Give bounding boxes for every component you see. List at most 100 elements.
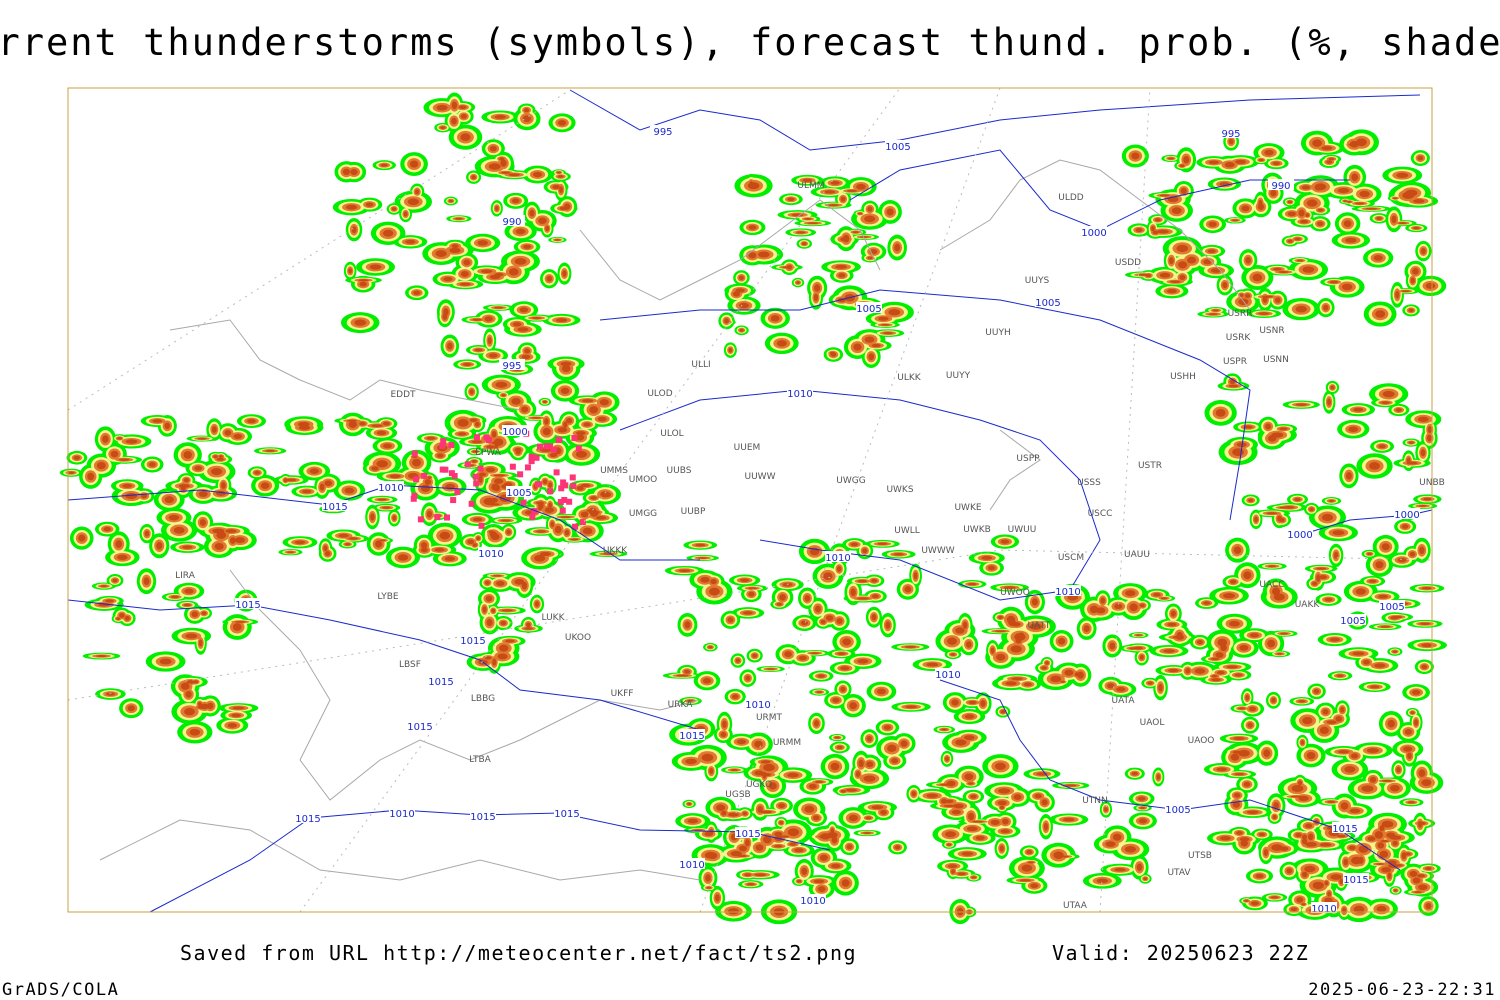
prob-very-high: [369, 264, 382, 270]
prob-very-high: [1000, 709, 1006, 714]
prob-very-high: [552, 184, 560, 189]
prob-very-high: [1301, 903, 1306, 906]
prob-very-high: [703, 677, 712, 684]
prob-very-high: [1298, 700, 1306, 703]
prob-very-high: [946, 843, 952, 846]
thunderstorm-symbol: [468, 500, 475, 507]
station-label: UUYS: [1025, 276, 1050, 286]
prob-very-high: [1274, 297, 1281, 303]
prob-very-high: [967, 782, 974, 785]
prob-very-high: [685, 758, 697, 765]
prob-very-high: [557, 175, 564, 178]
prob-very-high: [185, 633, 198, 639]
prob-very-high: [715, 894, 720, 902]
station-label: EPWA: [475, 448, 502, 458]
prob-very-high: [1208, 160, 1220, 165]
prob-very-high: [745, 675, 751, 681]
prob-very-high: [544, 507, 555, 513]
prob-very-high: [1329, 280, 1339, 284]
prob-very-high: [1114, 867, 1126, 872]
prob-very-high: [708, 587, 720, 596]
prob-very-high: [1343, 220, 1352, 228]
prob-very-high: [1375, 561, 1384, 569]
prob-very-high: [478, 472, 487, 477]
prob-very-high: [230, 537, 236, 544]
station-label: UTAA: [1063, 901, 1088, 911]
prob-very-high: [836, 566, 842, 572]
prob-very-high: [359, 281, 367, 287]
prob-very-high: [1245, 694, 1250, 701]
prob-very-high: [801, 867, 808, 876]
prob-very-high: [471, 440, 483, 444]
prob-very-high: [774, 844, 783, 848]
prob-very-high: [575, 431, 586, 436]
thunderstorm-symbol: [559, 507, 566, 514]
prob-very-high: [762, 771, 767, 779]
prob-very-high: [1330, 385, 1335, 390]
prob-very-high: [1421, 664, 1428, 669]
prob-very-high: [499, 157, 505, 161]
thunderstorm-symbol: [517, 471, 524, 478]
station-label: UACC: [1259, 580, 1284, 590]
prob-very-high: [451, 101, 458, 110]
prob-very-high: [1425, 903, 1432, 909]
thunderstorm-symbol: [571, 434, 578, 441]
station-label: UWKB: [963, 525, 991, 535]
station-label: USHH: [1170, 372, 1196, 382]
prob-very-high: [846, 844, 853, 850]
prob-very-high: [708, 645, 713, 649]
prob-very-high: [941, 728, 948, 731]
prob-very-high: [382, 229, 394, 237]
prob-very-high: [1376, 216, 1382, 220]
prob-very-high: [376, 430, 387, 435]
prob-very-high: [1279, 846, 1289, 851]
prob-very-high: [100, 585, 108, 588]
prob-very-high: [1223, 593, 1235, 599]
prob-very-high: [370, 513, 375, 521]
thunderstorm-symbol: [443, 514, 450, 521]
prob-very-high: [1356, 138, 1367, 147]
isobar-label: 1015: [428, 677, 453, 688]
prob-very-high: [1176, 244, 1189, 253]
prob-very-high: [1196, 639, 1203, 645]
prob-very-high: [546, 275, 553, 282]
prob-very-high: [1011, 677, 1024, 681]
prob-very-high: [856, 183, 866, 190]
prob-very-high: [1262, 296, 1268, 303]
prob-very-high: [820, 619, 826, 624]
prob-very-high: [247, 419, 256, 424]
prob-very-high: [891, 758, 899, 764]
prob-very-high: [1305, 823, 1313, 829]
prob-very-high: [1125, 590, 1136, 597]
prob-very-high: [469, 418, 478, 422]
prob-very-high: [998, 788, 1011, 794]
prob-very-high: [823, 572, 833, 581]
prob-very-high: [1251, 901, 1259, 906]
prob-very-high: [1159, 272, 1171, 278]
prob-very-high: [968, 700, 977, 705]
prob-very-high: [730, 768, 739, 771]
prob-very-high: [197, 437, 207, 440]
prob-very-high: [232, 623, 242, 631]
prob-very-high: [500, 159, 507, 167]
thunderstorm-symbol: [464, 461, 471, 468]
thunderstorm-symbol: [478, 522, 485, 529]
station-label: USNN: [1263, 355, 1289, 365]
prob-very-high: [1267, 639, 1276, 648]
prob-very-high: [1194, 668, 1206, 674]
prob-very-high: [225, 529, 237, 533]
prob-very-high: [880, 810, 887, 815]
prob-very-high: [1271, 432, 1284, 438]
isobar-label: 1000: [502, 427, 527, 438]
prob-very-high: [990, 819, 1000, 826]
prob-very-high: [1391, 215, 1397, 224]
prob-very-high: [457, 432, 467, 436]
thunderstorm-symbol: [536, 443, 543, 450]
thunderstorm-symbol: [569, 474, 576, 481]
prob-very-high: [1010, 645, 1022, 653]
prob-very-high: [323, 545, 328, 552]
prob-very-high: [1298, 795, 1309, 802]
prob-very-high: [389, 474, 401, 478]
prob-very-high: [1216, 670, 1225, 675]
prob-very-high: [519, 307, 529, 313]
